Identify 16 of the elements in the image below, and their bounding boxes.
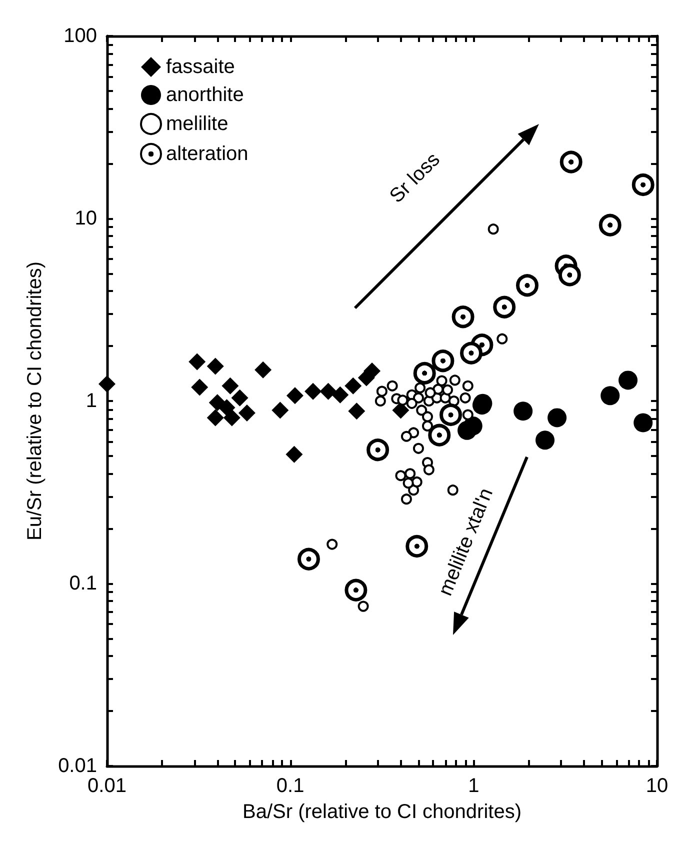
x-axis-title: Ba/Sr (relative to CI chondrites) xyxy=(242,801,522,823)
annotation: melilite xtal'n xyxy=(434,485,498,599)
legend-label: melilite xyxy=(166,113,228,135)
x-tick-label: 0.1 xyxy=(276,775,304,797)
y-tick-label: 0.1 xyxy=(69,572,97,594)
legend-label: fassaite xyxy=(166,56,235,78)
x-tick-label: 1 xyxy=(468,775,480,797)
y-tick-label: 1 xyxy=(86,390,97,412)
y-tick-label: 100 xyxy=(64,25,97,47)
x-tick-label: 10 xyxy=(646,775,668,797)
y-axis-title: Eu/Sr (relative to CI chondrites) xyxy=(24,262,46,540)
legend-label: alteration xyxy=(166,143,248,165)
legend-label: anorthite xyxy=(166,84,244,106)
y-tick-label: 0.01 xyxy=(58,755,97,777)
annotation: Sr loss xyxy=(386,148,444,208)
y-tick-label: 10 xyxy=(74,208,97,230)
